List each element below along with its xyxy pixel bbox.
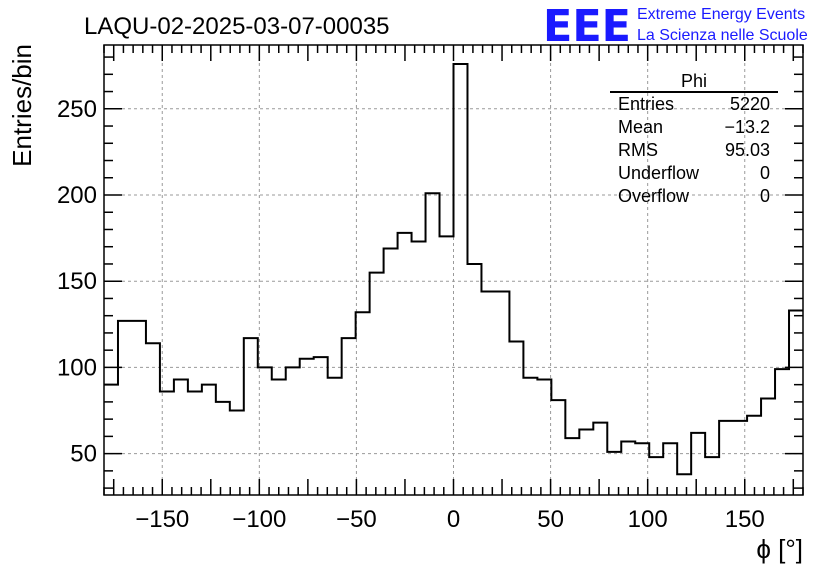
- stats-value: −13.2: [724, 117, 770, 137]
- x-tick-labels: −150 −100 −50 0 50 100 150: [135, 506, 765, 533]
- x-tick-label: −150: [135, 506, 189, 533]
- brand-line2: La Scienza nelle Scuole: [637, 27, 808, 44]
- x-tick-label: 150: [725, 506, 765, 533]
- brand-line1: Extreme Energy Events: [637, 6, 805, 23]
- y-tick-labels: 50 100 150 200 250: [57, 96, 97, 468]
- y-tick-label: 100: [57, 354, 97, 381]
- stats-label: Overflow: [618, 186, 690, 206]
- stats-row-overflow: Overflow 0: [618, 186, 770, 206]
- stats-label: RMS: [618, 140, 658, 160]
- stats-row-mean: Mean −13.2: [618, 117, 770, 137]
- stats-row-rms: RMS 95.03: [618, 140, 770, 160]
- stats-box-title: Phi: [681, 71, 707, 91]
- y-tick-label: 250: [57, 96, 97, 123]
- stats-row-entries: Entries 5220: [618, 94, 770, 114]
- stats-label: Underflow: [618, 163, 700, 183]
- x-axis-label: ϕ [°]: [756, 534, 803, 564]
- y-tick-label: 50: [70, 441, 97, 468]
- stats-row-underflow: Underflow 0: [618, 163, 770, 183]
- y-tick-label: 150: [57, 268, 97, 295]
- stats-value: 0: [760, 186, 770, 206]
- stats-box: Phi Entries 5220 Mean −13.2 RMS 95.03 Un…: [610, 71, 778, 206]
- x-tick-label: 100: [628, 506, 668, 533]
- x-tick-label: −50: [336, 506, 377, 533]
- x-tick-label: 50: [537, 506, 564, 533]
- x-tick-label: −100: [232, 506, 286, 533]
- stats-value: 5220: [730, 94, 770, 114]
- y-tick-label: 200: [57, 182, 97, 209]
- stats-label: Entries: [618, 94, 674, 114]
- chart-title: LAQU-02-2025-03-07-00035: [84, 13, 390, 40]
- stats-label: Mean: [618, 117, 663, 137]
- stats-value: 95.03: [725, 140, 770, 160]
- y-axis-label: Entries/bin: [7, 44, 37, 167]
- x-tick-label: 0: [447, 506, 460, 533]
- stats-value: 0: [760, 163, 770, 183]
